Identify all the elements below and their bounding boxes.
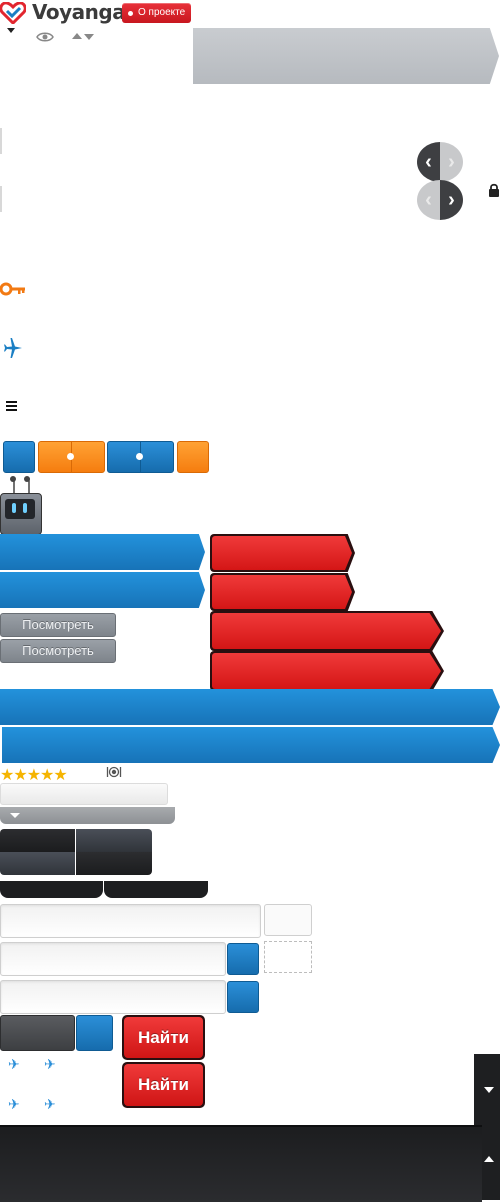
dark-tab[interactable]	[0, 881, 103, 898]
grey-banner	[193, 28, 499, 84]
scroll-up-arrow[interactable]	[484, 1156, 494, 1162]
dark-cell[interactable]	[0, 829, 75, 852]
find-button[interactable]: Найти	[122, 1062, 205, 1108]
red-arrow-button[interactable]	[210, 573, 355, 611]
sort-down-icon	[84, 34, 94, 40]
about-project-label: О проекте	[138, 7, 186, 18]
chevron-right-icon[interactable]: ›	[440, 180, 463, 220]
heart-check-icon	[0, 2, 26, 24]
dark-cell[interactable]	[76, 852, 152, 875]
key-icon	[0, 282, 25, 296]
flight-route-icon: ✈	[44, 1096, 56, 1112]
about-dot-icon	[128, 11, 133, 16]
next-toggle[interactable]: ‹ ›	[417, 180, 463, 220]
logo[interactable]: Voyanga	[0, 0, 126, 26]
sort-arrows-icon[interactable]	[70, 32, 96, 42]
prev-toggle[interactable]: ‹ ›	[417, 142, 463, 182]
robot-icon	[0, 475, 42, 535]
blue-arrow-wide-button[interactable]	[2, 727, 500, 763]
dark-cell[interactable]	[76, 829, 152, 852]
find-button[interactable]: Найти	[122, 1015, 205, 1060]
chevron-right-icon[interactable]: ›	[440, 142, 463, 182]
brand-name: Voyanga	[32, 0, 126, 24]
dropdown-tab[interactable]	[0, 807, 175, 824]
dark-tab[interactable]	[104, 881, 208, 898]
sort-up-icon	[72, 33, 82, 39]
blue-square-button[interactable]	[3, 441, 35, 473]
blue-square-button[interactable]	[76, 1015, 113, 1051]
find-button-label: Найти	[124, 1064, 203, 1106]
red-arrow-button[interactable]	[210, 534, 355, 572]
divider-line	[0, 128, 2, 154]
about-project-button[interactable]: О проекте	[122, 3, 192, 23]
antenna-icon	[10, 476, 30, 493]
scroll-down-arrow[interactable]	[484, 1087, 494, 1093]
triangle-down-icon	[10, 813, 20, 818]
star-rating: ★★★★★	[0, 767, 68, 784]
find-button-label: Найти	[124, 1017, 203, 1058]
light-bar[interactable]	[0, 783, 168, 805]
triangle-down-icon[interactable]	[7, 28, 15, 33]
orange-square-button[interactable]	[177, 441, 209, 473]
chevron-left-icon[interactable]: ‹	[417, 180, 440, 220]
blue-segment-right[interactable]	[140, 441, 174, 473]
orange-segment-right[interactable]	[71, 441, 105, 473]
view-button[interactable]: Посмотреть	[0, 639, 116, 663]
dashed-box	[264, 941, 312, 973]
flight-route-icon: ✈	[8, 1056, 20, 1072]
restaurant-icon	[106, 766, 122, 778]
small-input[interactable]	[264, 904, 312, 936]
orange-segment-left[interactable]	[38, 441, 72, 473]
view-button[interactable]: Посмотреть	[0, 613, 116, 637]
chevron-left-icon[interactable]: ‹	[417, 142, 440, 182]
flight-route-icon: ✈	[44, 1056, 56, 1072]
eye-icon[interactable]	[36, 30, 54, 44]
text-input[interactable]	[0, 942, 226, 976]
blue-arrow-wide-button[interactable]	[0, 689, 500, 725]
lock-icon	[489, 183, 499, 197]
blue-arrow-button[interactable]	[0, 534, 205, 570]
red-arrow-button-wide[interactable]	[210, 651, 444, 691]
dark-cell[interactable]	[0, 852, 75, 875]
text-input[interactable]	[0, 904, 261, 938]
blue-arrow-button[interactable]	[0, 572, 205, 608]
blue-input-button[interactable]	[227, 981, 259, 1013]
flight-route-icon: ✈	[8, 1096, 20, 1112]
segment-dot-icon	[136, 453, 143, 460]
red-arrow-button-wide[interactable]	[210, 611, 444, 651]
text-input[interactable]	[0, 980, 226, 1014]
dark-grey-button[interactable]	[0, 1015, 75, 1051]
menu-icon[interactable]	[6, 401, 17, 411]
dark-panel	[0, 1125, 482, 1202]
segment-dot-icon	[67, 453, 74, 460]
airplane-icon	[4, 338, 22, 358]
divider-line	[0, 186, 2, 212]
blue-input-button[interactable]	[227, 943, 259, 975]
blue-segment-left[interactable]	[107, 441, 141, 473]
